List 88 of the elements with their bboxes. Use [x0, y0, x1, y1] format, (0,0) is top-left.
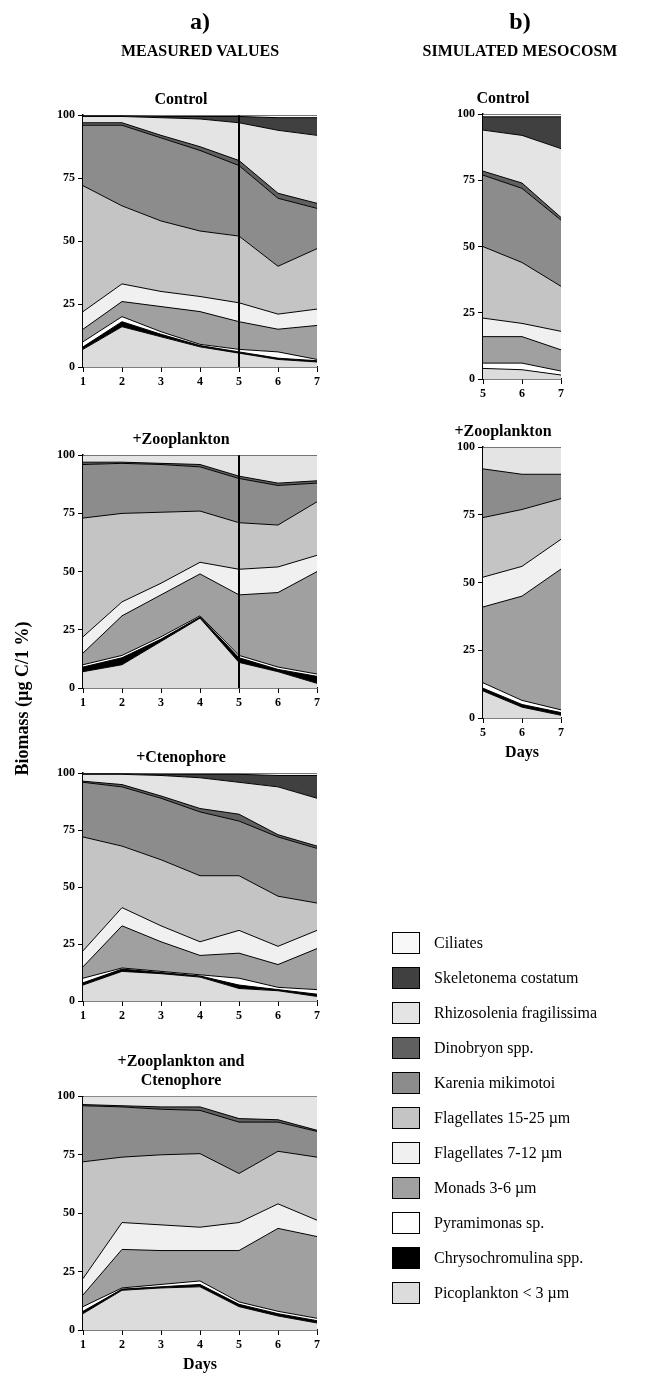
y-axis-title: Biomass (µg C/1 %): [11, 620, 33, 778]
x-tick-label: 7: [558, 386, 564, 401]
x-axis-title: Days: [183, 1354, 217, 1373]
y-tick-label: 75: [463, 506, 475, 521]
x-tick-label: 6: [519, 725, 525, 740]
y-tick-label: 75: [63, 505, 75, 520]
legend-label: Flagellates 15-25 µm: [434, 1108, 571, 1127]
x-tick-label: 3: [158, 1337, 164, 1352]
x-tick-label: 7: [314, 1337, 320, 1352]
x-axis-title: Days: [505, 742, 539, 761]
text: MEASURED VALUES: [119, 41, 281, 61]
y-tick-label: 25: [63, 936, 75, 951]
chart-title: Control: [154, 89, 209, 107]
x-tick-label: 2: [119, 374, 125, 389]
y-tick-label: 100: [457, 439, 475, 454]
y-tick-label: 0: [69, 680, 75, 695]
chart-title: +Ctenophore: [136, 747, 226, 766]
x-tick-label: 6: [275, 695, 281, 710]
text: SIMULATED MESOCOSM: [421, 41, 619, 61]
legend-label: Dinobryon spp.: [434, 1038, 534, 1057]
y-tick-label: 75: [463, 172, 475, 187]
y-tick-label: 50: [63, 879, 75, 894]
y-tick-label: 100: [57, 107, 75, 122]
legend-label: Pyramimonas sp.: [434, 1213, 545, 1232]
x-tick-label: 4: [197, 374, 203, 389]
y-tick-label: 25: [63, 621, 75, 636]
y-tick-label: 0: [469, 371, 475, 386]
legend-label: Skeletonema costatum: [434, 968, 579, 987]
x-tick-label: 6: [519, 386, 525, 401]
legend-label: Flagellates 7-12 µm: [434, 1143, 563, 1162]
x-tick-label: 1: [80, 695, 86, 710]
y-tick-label: 50: [463, 238, 475, 253]
x-tick-label: 6: [275, 374, 281, 389]
y-tick-label: 0: [69, 993, 75, 1008]
legend-label: Ciliates: [434, 933, 483, 952]
text: b): [508, 8, 532, 34]
x-tick-label: 5: [236, 1008, 242, 1023]
x-tick-label: 4: [197, 695, 203, 710]
legend-label: Monads 3-6 µm: [434, 1178, 537, 1197]
x-tick-label: 5: [236, 1337, 242, 1352]
x-tick-label: 2: [119, 1008, 125, 1023]
x-tick-label: 1: [80, 374, 86, 389]
x-tick-label: 7: [314, 1008, 320, 1023]
x-tick-label: 5: [480, 725, 486, 740]
y-tick-label: 75: [63, 170, 75, 185]
y-tick-label: 25: [63, 296, 75, 311]
y-tick-label: 100: [457, 106, 475, 121]
x-tick-label: 4: [197, 1337, 203, 1352]
y-tick-label: 50: [463, 574, 475, 589]
chart-title: +Zooplankton: [132, 429, 230, 448]
x-tick-label: 6: [275, 1337, 281, 1352]
x-tick-label: 5: [236, 374, 242, 389]
x-tick-label: 2: [119, 1337, 125, 1352]
chart-title: +Zooplankton: [454, 421, 552, 440]
x-tick-label: 1: [80, 1008, 86, 1023]
chart-title: +Zooplankton and Ctenophore: [117, 1051, 245, 1089]
chart-title: Control: [476, 88, 531, 106]
x-tick-label: 7: [314, 695, 320, 710]
y-tick-label: 25: [463, 642, 475, 657]
x-tick-label: 2: [119, 695, 125, 710]
x-tick-label: 7: [314, 374, 320, 389]
y-tick-label: 50: [63, 1205, 75, 1220]
y-tick-label: 50: [63, 563, 75, 578]
text: a): [189, 8, 211, 34]
legend-label: Rhizosolenia fragilissima: [434, 1003, 598, 1022]
legend-label: Karenia mikimotoi: [434, 1073, 556, 1092]
x-tick-label: 1: [80, 1337, 86, 1352]
y-tick-label: 50: [63, 233, 75, 248]
legend-label: Picoplankton < 3 µm: [434, 1283, 570, 1302]
y-tick-label: 25: [463, 304, 475, 319]
y-tick-label: 75: [63, 822, 75, 837]
y-tick-label: 0: [69, 359, 75, 374]
y-tick-label: 0: [69, 1322, 75, 1337]
x-tick-label: 3: [158, 374, 164, 389]
y-tick-label: 75: [63, 1146, 75, 1161]
x-tick-label: 5: [236, 695, 242, 710]
x-tick-label: 7: [558, 725, 564, 740]
y-tick-label: 100: [57, 765, 75, 780]
y-tick-label: 25: [63, 1263, 75, 1278]
x-tick-label: 4: [197, 1008, 203, 1023]
y-tick-label: 0: [469, 710, 475, 725]
legend-label: Chrysochromulina spp.: [434, 1248, 584, 1267]
x-tick-label: 6: [275, 1008, 281, 1023]
x-tick-label: 3: [158, 695, 164, 710]
x-tick-label: 3: [158, 1008, 164, 1023]
y-tick-label: 100: [57, 1088, 75, 1103]
x-tick-label: 5: [480, 386, 486, 401]
y-tick-label: 100: [57, 447, 75, 462]
